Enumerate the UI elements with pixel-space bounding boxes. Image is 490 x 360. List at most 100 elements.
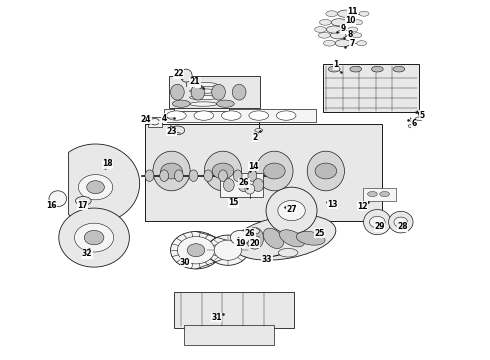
Ellipse shape: [263, 228, 284, 248]
Text: 14: 14: [248, 162, 259, 171]
Text: 1: 1: [333, 60, 338, 69]
Ellipse shape: [170, 126, 185, 135]
Ellipse shape: [371, 66, 383, 72]
Bar: [148, 117, 162, 127]
Polygon shape: [59, 208, 129, 267]
Bar: [169, 76, 260, 108]
Ellipse shape: [167, 111, 186, 120]
Ellipse shape: [352, 33, 362, 38]
Ellipse shape: [315, 27, 326, 32]
Ellipse shape: [296, 231, 325, 245]
Ellipse shape: [364, 210, 391, 235]
Ellipse shape: [368, 192, 377, 197]
Circle shape: [78, 175, 113, 200]
Text: 3: 3: [196, 78, 201, 87]
Text: 4: 4: [162, 113, 167, 122]
Bar: [220, 173, 263, 197]
Text: 15: 15: [228, 198, 239, 207]
Text: 28: 28: [397, 222, 408, 231]
Ellipse shape: [359, 11, 369, 16]
Ellipse shape: [250, 236, 260, 241]
Ellipse shape: [307, 151, 344, 191]
Ellipse shape: [323, 40, 335, 46]
Ellipse shape: [415, 117, 423, 121]
Ellipse shape: [330, 32, 346, 39]
Ellipse shape: [233, 170, 242, 181]
Ellipse shape: [75, 197, 91, 205]
Ellipse shape: [350, 66, 362, 72]
Ellipse shape: [335, 40, 351, 47]
Ellipse shape: [194, 111, 214, 120]
Ellipse shape: [328, 66, 340, 72]
Circle shape: [315, 163, 337, 179]
Circle shape: [171, 231, 221, 269]
Ellipse shape: [153, 151, 190, 191]
Text: 11: 11: [347, 7, 358, 16]
Circle shape: [87, 181, 104, 194]
Ellipse shape: [223, 179, 234, 192]
Bar: [174, 80, 229, 111]
Ellipse shape: [204, 170, 213, 181]
Ellipse shape: [266, 187, 317, 234]
Bar: [164, 109, 316, 122]
Ellipse shape: [331, 19, 347, 26]
Text: 22: 22: [173, 69, 184, 78]
Text: 7: 7: [349, 40, 354, 49]
Bar: [363, 188, 396, 201]
Text: 27: 27: [286, 205, 297, 214]
Ellipse shape: [393, 66, 405, 72]
Text: 19: 19: [235, 238, 245, 248]
Circle shape: [264, 163, 285, 179]
Bar: [145, 124, 382, 221]
Ellipse shape: [172, 100, 190, 107]
Text: 26: 26: [245, 229, 255, 238]
Ellipse shape: [353, 20, 363, 25]
Ellipse shape: [245, 184, 255, 194]
Ellipse shape: [246, 228, 264, 249]
Text: 2: 2: [252, 133, 257, 142]
Ellipse shape: [326, 26, 342, 33]
Ellipse shape: [212, 84, 225, 100]
Ellipse shape: [380, 192, 390, 197]
Ellipse shape: [160, 170, 169, 181]
Ellipse shape: [255, 129, 263, 132]
Text: 33: 33: [262, 256, 272, 264]
Ellipse shape: [174, 170, 183, 181]
Ellipse shape: [253, 179, 264, 192]
Text: 25: 25: [314, 229, 325, 238]
Ellipse shape: [217, 100, 234, 107]
Ellipse shape: [326, 11, 338, 17]
Ellipse shape: [145, 170, 154, 181]
Circle shape: [207, 235, 248, 265]
Bar: [184, 325, 274, 345]
Ellipse shape: [171, 84, 184, 100]
Text: 21: 21: [190, 77, 200, 86]
Circle shape: [230, 230, 250, 245]
Text: 8: 8: [348, 30, 353, 39]
Ellipse shape: [279, 230, 305, 247]
Text: 32: 32: [82, 249, 93, 258]
Circle shape: [161, 163, 182, 179]
Ellipse shape: [221, 111, 241, 120]
Bar: [174, 292, 294, 328]
Circle shape: [212, 163, 234, 179]
Ellipse shape: [357, 41, 367, 46]
Text: 12: 12: [357, 202, 368, 211]
Bar: [323, 64, 419, 112]
Circle shape: [84, 230, 104, 245]
Circle shape: [177, 237, 215, 264]
Text: 24: 24: [141, 115, 151, 124]
Ellipse shape: [389, 211, 413, 233]
Circle shape: [369, 216, 385, 228]
Text: 29: 29: [374, 222, 385, 231]
Text: 5: 5: [420, 111, 425, 120]
Text: 26: 26: [239, 178, 249, 187]
Ellipse shape: [318, 32, 330, 38]
Text: 31: 31: [211, 313, 222, 322]
Ellipse shape: [276, 111, 296, 120]
Ellipse shape: [278, 248, 298, 257]
Text: 9: 9: [341, 24, 345, 33]
Ellipse shape: [233, 215, 336, 260]
Ellipse shape: [256, 151, 293, 191]
Text: 6: 6: [412, 119, 416, 128]
